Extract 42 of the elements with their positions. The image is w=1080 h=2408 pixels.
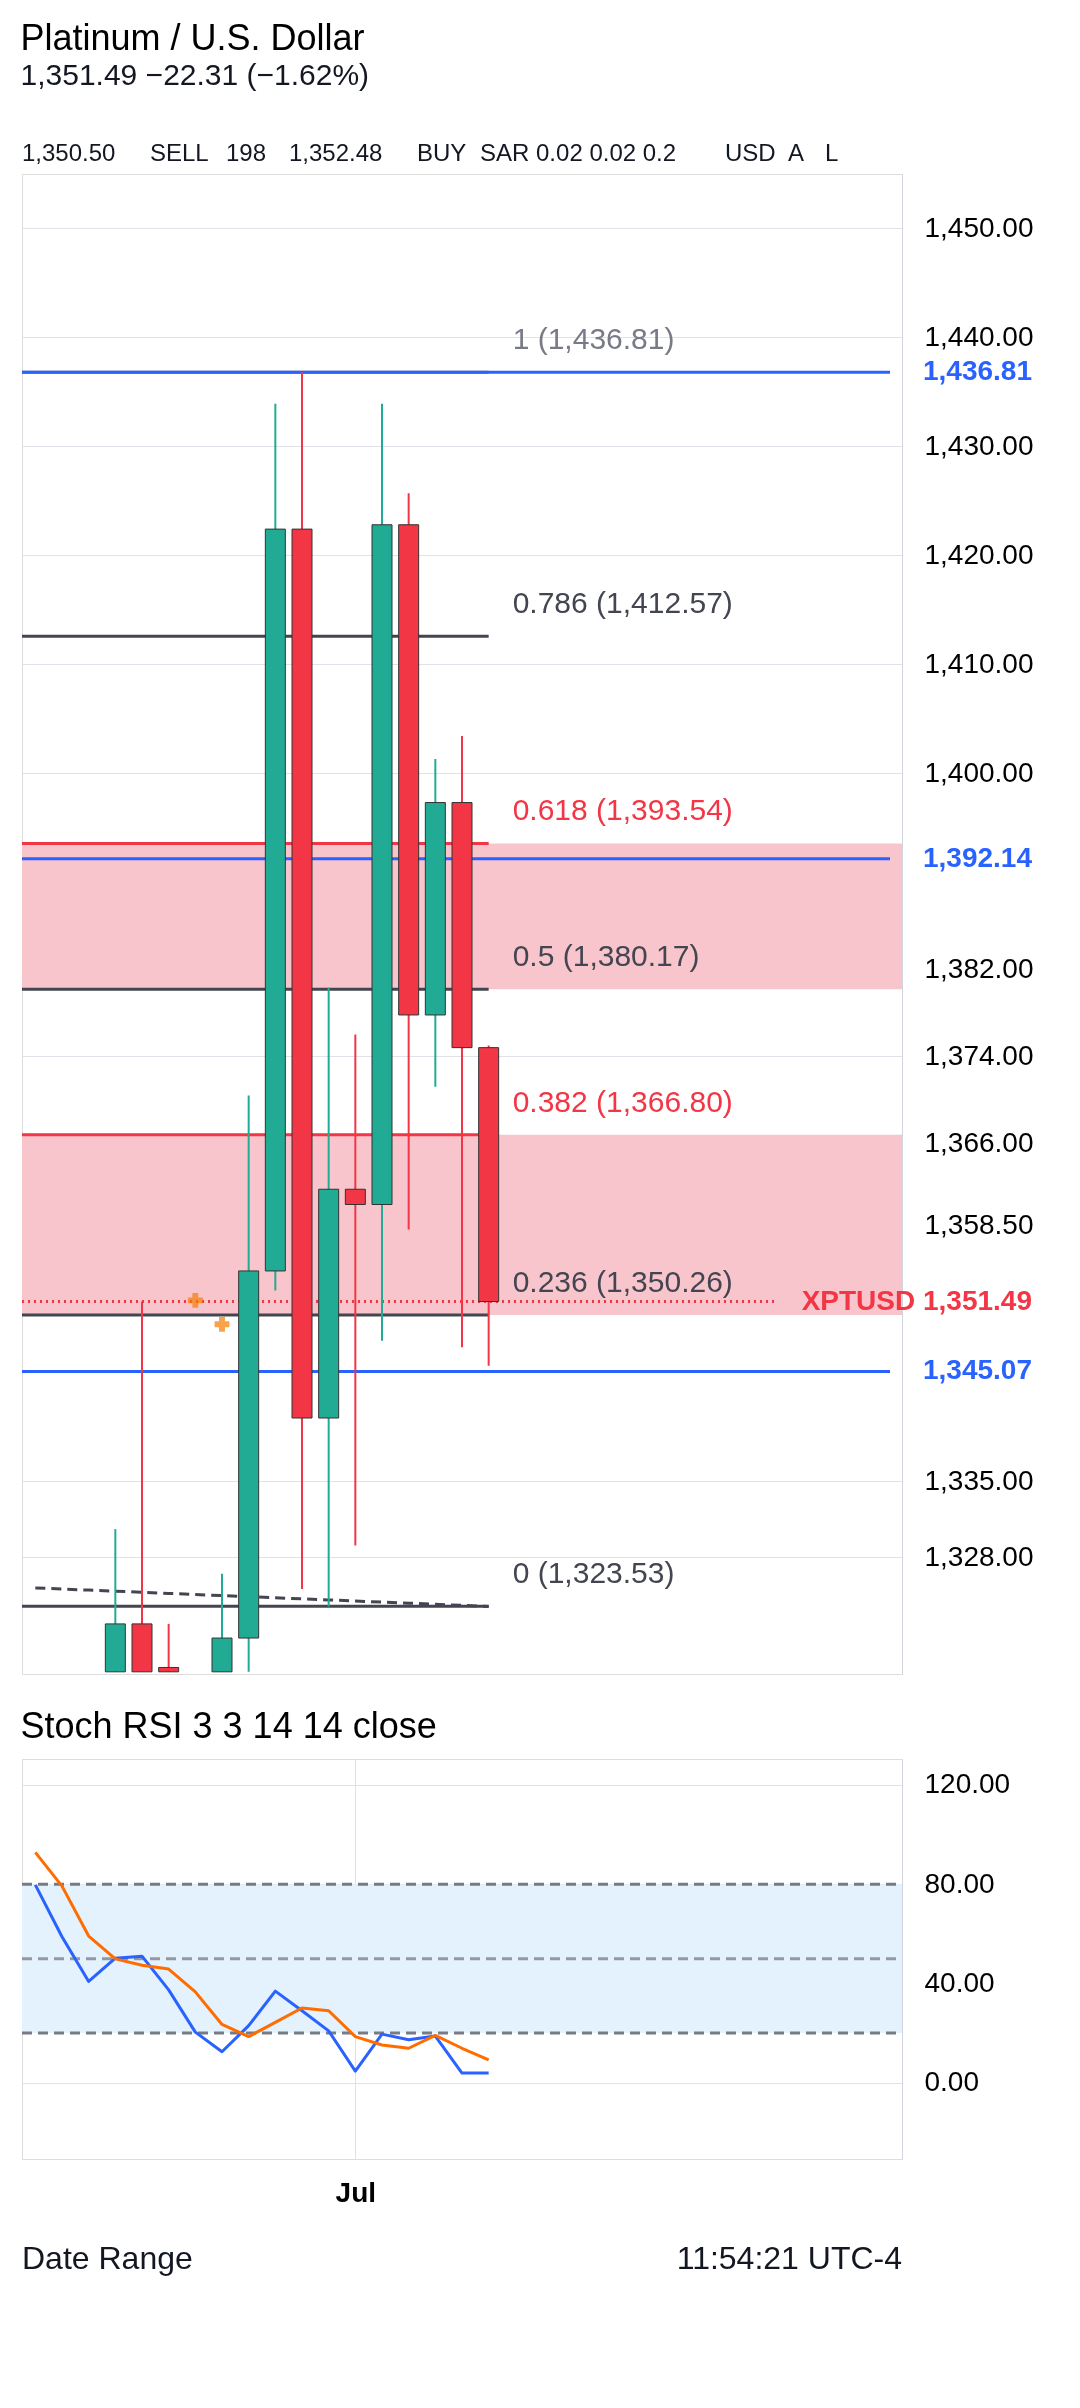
text: 198 <box>226 139 267 166</box>
ref-line-label: 0.786 (1,412.57) <box>512 586 733 620</box>
text: L <box>825 139 839 166</box>
text: BUY <box>417 139 467 166</box>
y-tick-label: 1,410.00 <box>924 647 1034 679</box>
y-tick-label: 1,374.00 <box>924 1039 1034 1071</box>
ref-line-label: 0.5 (1,380.17) <box>512 939 700 973</box>
y-tick-label: 1,430.00 <box>924 429 1034 461</box>
text: Date Range <box>22 2240 193 2276</box>
y-tick-label: 1,335.00 <box>924 1464 1034 1496</box>
text: USD <box>725 139 776 166</box>
text: A <box>788 139 805 166</box>
ref-line-label: 1 (1,436.81) <box>512 322 675 356</box>
x-tick-label: Jul <box>335 2176 377 2208</box>
text: 1,350.50 <box>22 139 116 166</box>
text: SELL <box>150 139 209 166</box>
y-tick-label: 1,450.00 <box>924 211 1034 243</box>
y-tick-label: 1,382.00 <box>924 952 1034 984</box>
chart-title: Stoch RSI 3 3 14 14 close <box>20 1705 437 1747</box>
y-tick-label: 120.00 <box>924 1768 1011 1800</box>
y-tick-label: 1,440.00 <box>924 320 1034 352</box>
y-tick-label: 0.00 <box>924 2066 979 2098</box>
y-tick-label: 1,400.00 <box>924 756 1034 788</box>
y-tick-label: 1,366.00 <box>924 1127 1034 1158</box>
y-tick-label: 80.00 <box>924 1867 995 1899</box>
ref-line-label: 0.382 (1,366.80) <box>512 1084 733 1118</box>
ref-line-label: 0 (1,323.53) <box>512 1556 675 1590</box>
y-tick-label: 1,358.50 <box>924 1208 1034 1240</box>
ref-line-label: 0.618 (1,393.54) <box>512 793 733 827</box>
text: SAR 0.02 0.02 0.2 <box>480 139 677 166</box>
y-tick-label: 40.00 <box>924 1966 995 1998</box>
chart-title: Platinum / U.S. Dollar <box>20 17 365 58</box>
ref-line-label: 1,392.14 <box>923 841 1033 873</box>
ref-line-label: 1,345.07 <box>923 1354 1032 1386</box>
y-tick-label: 1,328.00 <box>924 1540 1034 1572</box>
ref-line-label: 1,436.81 <box>923 355 1032 387</box>
text: 11:54:21 UTC-4 <box>676 2240 902 2276</box>
text: 1,352.48 <box>289 139 383 166</box>
y-tick-label: 1,420.00 <box>924 538 1034 570</box>
ref-line-label: 0.236 (1,350.26) <box>512 1264 733 1298</box>
chart-subtitle: 1,351.49 −22.31 (−1.62%) <box>20 58 370 91</box>
ref-line-label: XPTUSD 1,351.49 <box>801 1284 1032 1316</box>
